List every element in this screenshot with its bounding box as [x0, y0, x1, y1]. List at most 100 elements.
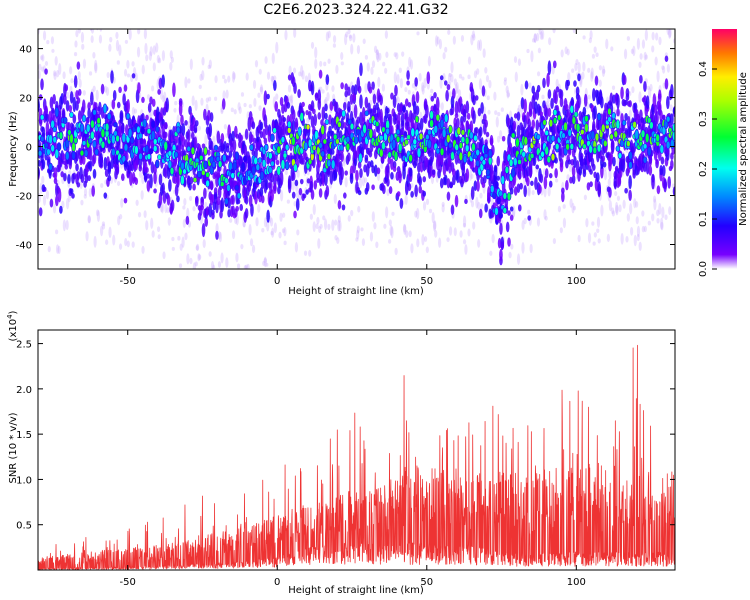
spectrogram-cell	[395, 171, 400, 182]
spectrogram-cell	[126, 59, 130, 69]
spectrogram-cell	[371, 60, 376, 69]
spectrogram-cell	[403, 131, 408, 137]
spectrogram-cell	[484, 66, 488, 74]
spectrogram-cell	[582, 61, 586, 72]
spectrogram-cell	[584, 122, 589, 133]
spectrogram-cell	[320, 150, 326, 158]
spectrogram-cell	[465, 120, 470, 129]
spectrogram-cell	[475, 159, 480, 168]
spectrogram-cell	[309, 213, 313, 220]
spectrogram-cell	[392, 94, 397, 109]
spectrogram-cell	[336, 237, 340, 244]
spectrogram-cell	[626, 36, 630, 41]
spectrogram-cell	[96, 117, 102, 125]
spectrogram-cell	[131, 61, 135, 67]
spectrogram-cell	[517, 104, 521, 113]
spectrogram-cell	[236, 263, 241, 269]
spectrogram-cell	[48, 162, 53, 171]
spectrogram-cell	[118, 44, 122, 57]
spectrogram-cell	[457, 89, 462, 98]
spectrogram-cell	[597, 238, 601, 244]
spectrogram-cell	[126, 99, 130, 114]
spectrogram-cell	[140, 190, 144, 200]
spectrogram-cell	[221, 98, 226, 110]
spectrogram-cell	[607, 178, 611, 187]
spectrogram-cell	[201, 223, 206, 238]
spectrogram-cell	[69, 111, 74, 118]
spectrogram-cell	[379, 148, 384, 158]
spectrogram-cell	[51, 48, 55, 53]
spectrogram-cell	[526, 166, 530, 177]
spectrogram-cell	[505, 85, 509, 94]
spectrogram-cell	[153, 171, 157, 185]
spectrogram-cell	[320, 124, 326, 136]
spectrogram-cell	[500, 175, 506, 185]
spectrogram-cell	[361, 176, 366, 187]
spectrogram-cell	[168, 179, 172, 192]
spectrogram-cell	[141, 245, 145, 254]
spectrogram-cell	[628, 109, 632, 119]
spectrogram-cell	[62, 219, 66, 232]
spectrogram-cell	[504, 165, 510, 174]
spectrogram-cell	[470, 200, 475, 208]
spectrogram-cell	[323, 218, 328, 231]
spectrogram-cell	[520, 83, 524, 96]
spectrogram-cell	[608, 200, 613, 212]
spectrogram-cell	[533, 33, 537, 43]
spectrogram-cell	[294, 117, 299, 131]
spectrogram-cell	[63, 172, 67, 182]
spectrogram-cell	[598, 79, 602, 87]
spectrogram-cell	[119, 112, 124, 122]
spectrogram-cell	[445, 162, 449, 171]
spectrogram-cell	[75, 30, 79, 38]
spectrogram-cell	[290, 94, 294, 104]
spectrogram-cell	[195, 196, 199, 207]
spectrogram-cell	[364, 82, 368, 94]
spectrogram-cell	[489, 184, 495, 194]
spectrogram-cell	[644, 29, 648, 41]
spectrogram-cell	[83, 193, 87, 199]
spectrogram-cell	[55, 229, 59, 235]
spectrogram-cell	[72, 97, 77, 113]
spectrogram-cell	[155, 125, 160, 133]
spectrogram-cell	[454, 194, 459, 208]
spectrogram-cell	[248, 104, 252, 109]
spectrogram-cell	[99, 225, 104, 237]
spectrogram-cell	[244, 128, 249, 140]
spectrogram-cell	[41, 54, 45, 62]
spectrogram-cell	[361, 238, 366, 247]
spectrogram-cell	[157, 154, 162, 161]
spectrogram-cell	[596, 144, 602, 153]
spectrogram-cell	[521, 151, 526, 158]
spectrogram-cell	[116, 180, 121, 187]
spectrogram-cell	[577, 73, 581, 82]
spectrogram-cell	[139, 137, 144, 145]
spectrogram-cell	[56, 142, 62, 152]
spectrogram-cell	[656, 185, 661, 195]
spectrogram-cell	[319, 86, 323, 91]
spectrogram-cell	[94, 59, 98, 72]
spectrogram-cell	[565, 104, 569, 111]
spectrogram-cell	[454, 100, 459, 116]
spectrogram-cell	[625, 236, 629, 243]
spectrogram-cell	[666, 63, 670, 73]
spectrogram-cell	[620, 86, 624, 100]
spectrogram-cell	[559, 227, 563, 234]
spectrogram-cell	[125, 112, 131, 120]
spectrogram-cell	[390, 92, 394, 100]
spectrogram-cell	[634, 129, 640, 140]
spectrogram-cell	[177, 144, 182, 160]
spectrogram-cell	[467, 56, 472, 65]
spectrogram-cell	[156, 54, 160, 64]
spectrogram-cell	[450, 204, 455, 216]
spectrogram-cell	[172, 82, 176, 98]
spectrogram-cell	[371, 211, 375, 222]
spectrogram-cell	[306, 117, 310, 124]
spectrogram-cell	[331, 85, 335, 92]
spectrogram-cell	[65, 151, 70, 161]
spectrogram-cell	[146, 180, 151, 192]
spectrogram-cell	[88, 146, 93, 161]
spectrogram-cell	[61, 153, 66, 161]
spectrogram-cell	[459, 230, 463, 238]
